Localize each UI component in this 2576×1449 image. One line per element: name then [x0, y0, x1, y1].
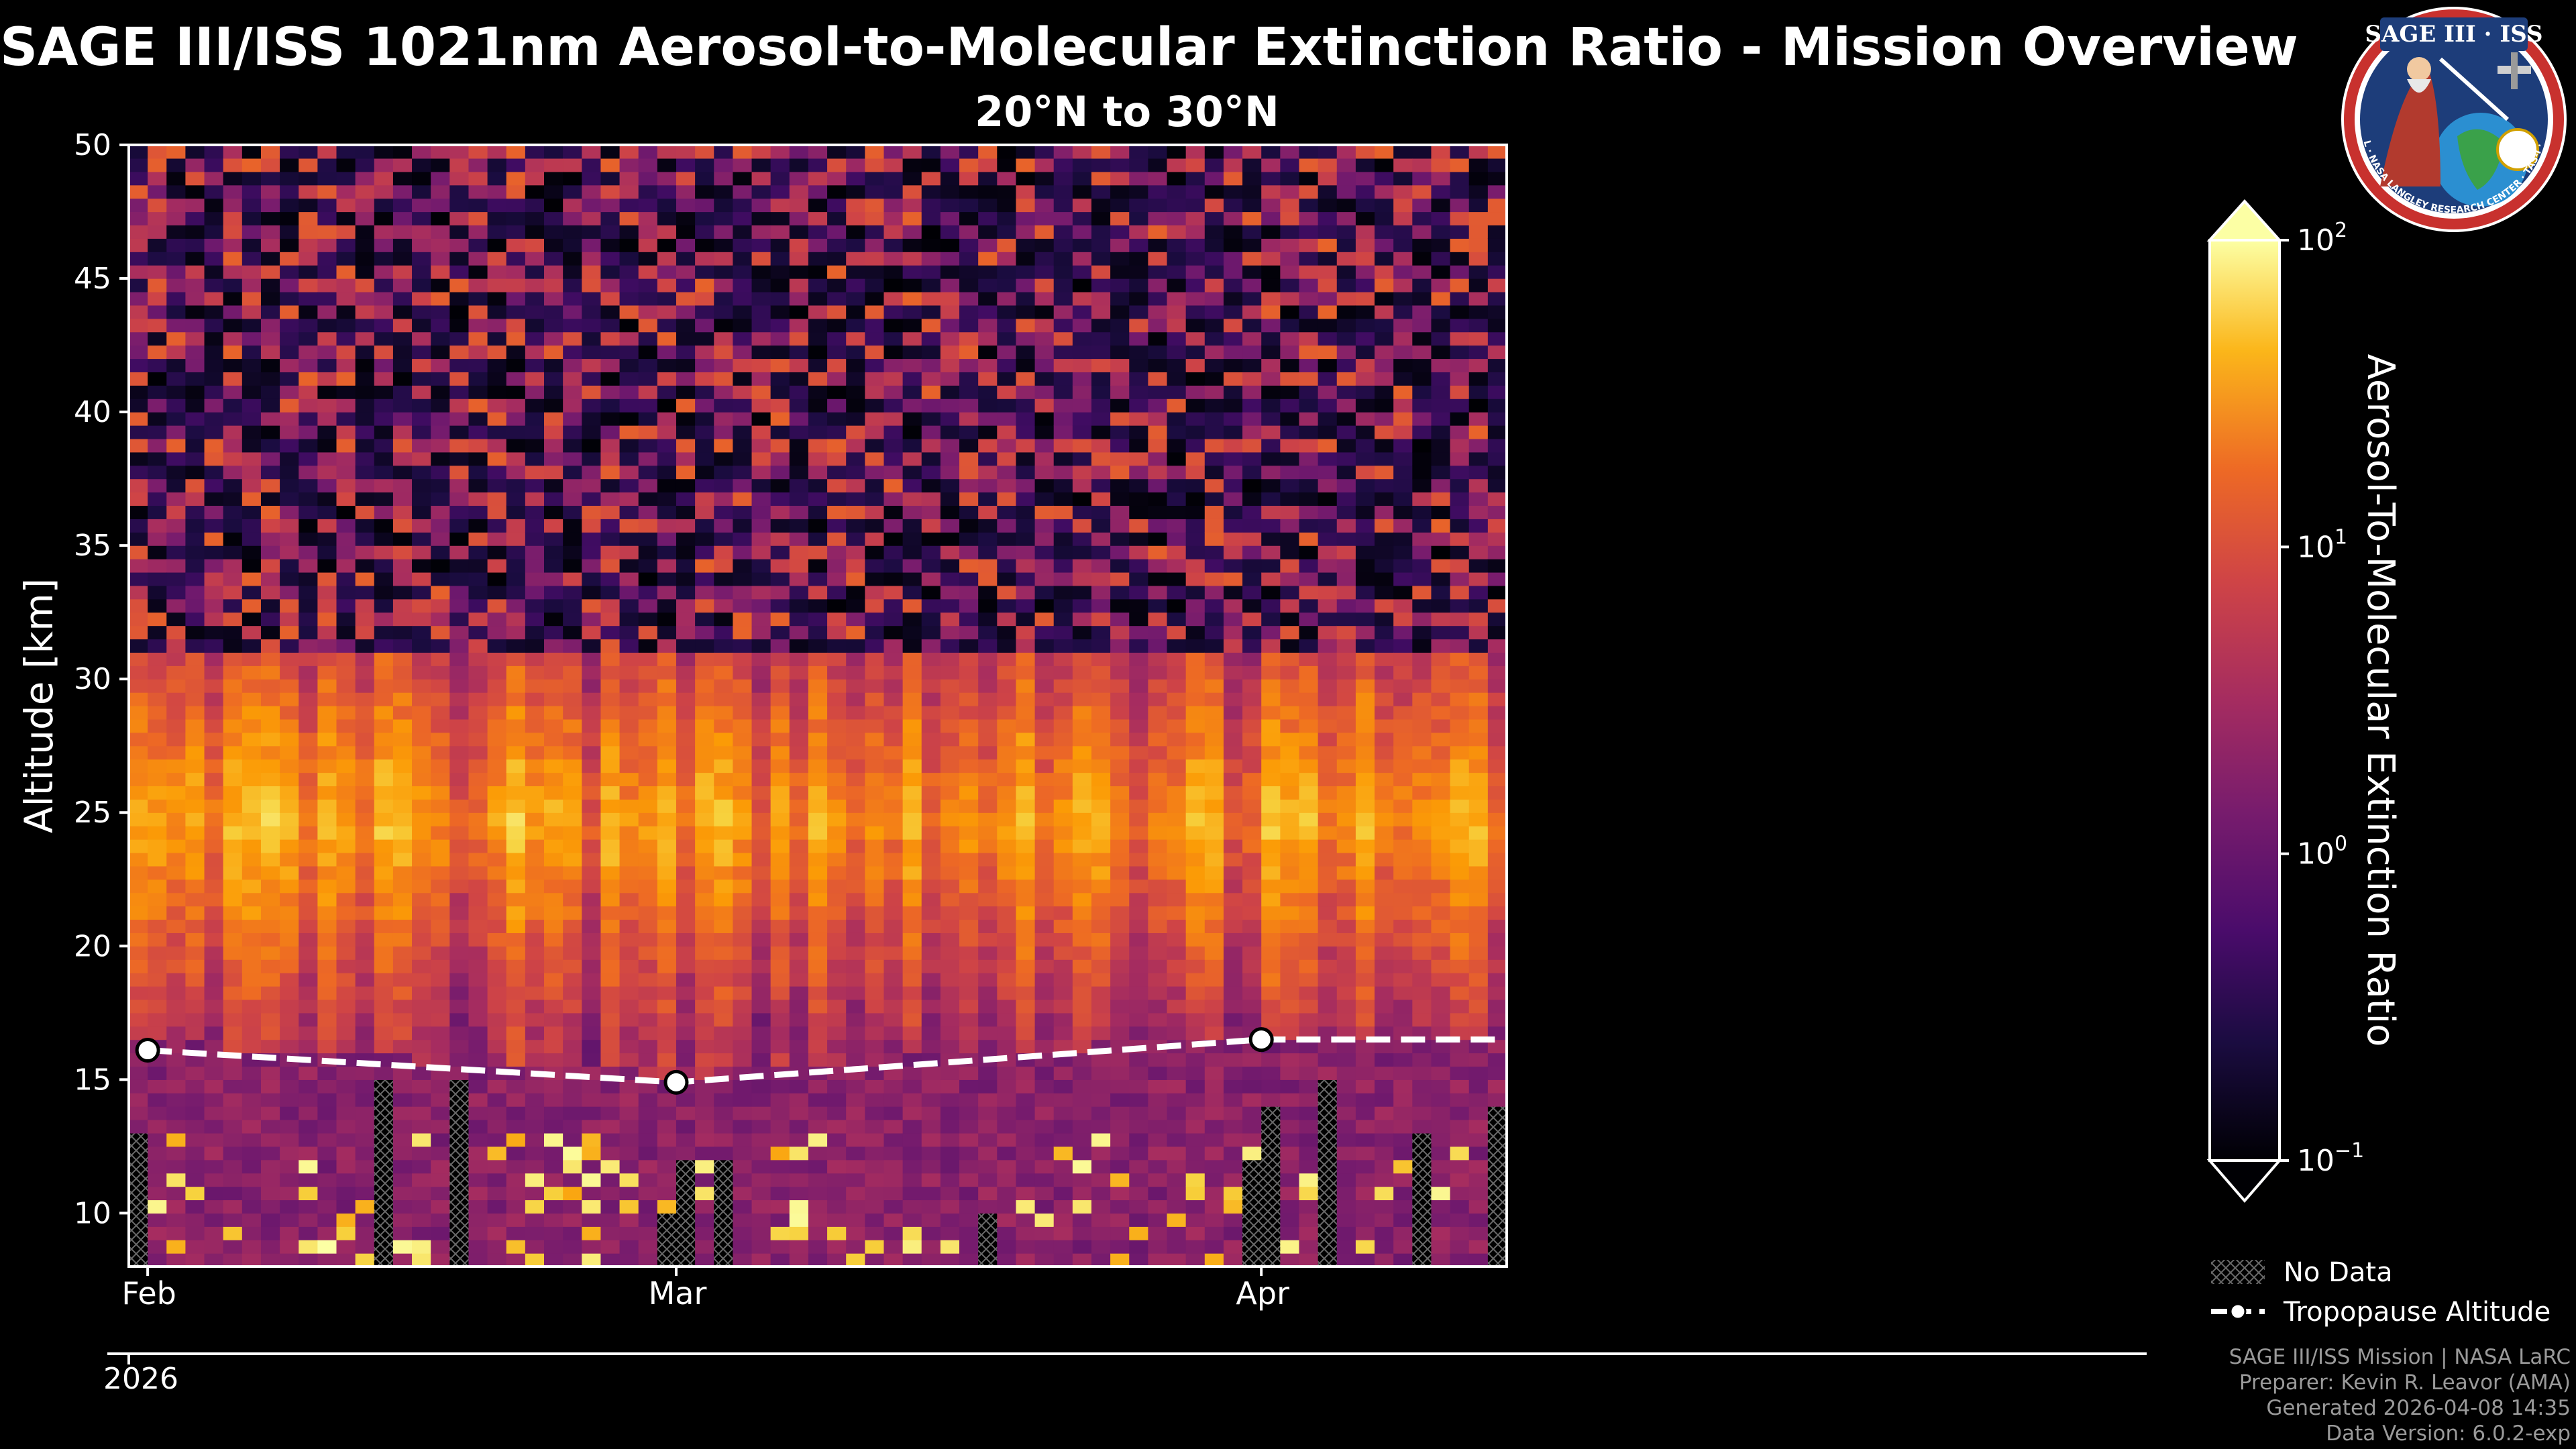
x-tick-label-feb: Feb	[121, 1275, 176, 1311]
year-label: 2026	[103, 1362, 178, 1396]
plot-frame	[127, 144, 1508, 1268]
y-axis: 10 15 20 25 30 35 40 45 50	[74, 128, 129, 1230]
legend-tropopause-label: Tropopause Altitude	[2283, 1297, 2551, 1328]
y-tick-label-40: 40	[74, 395, 111, 429]
colorbar-tick-label-0: 102	[2297, 219, 2347, 258]
legend-tropopause-marker	[2229, 1303, 2247, 1320]
colorbar-tick-label-3: 10−1	[2297, 1139, 2364, 1178]
footer-mission: SAGE III/ISS Mission | NASA LaRC	[2229, 1345, 2571, 1369]
heatmap-cells	[129, 145, 1507, 1267]
chart-subtitle: 20°N to 30°N	[975, 87, 1279, 136]
x-axis: Feb Mar Apr	[121, 1267, 1289, 1311]
tropopause-path	[147, 1036, 1507, 1085]
legend: No Data Tropopause Altitude	[2211, 1257, 2551, 1328]
footer-version: Data Version: 6.0.2-exp	[2326, 1421, 2571, 1446]
logo-text: SAGE III · ISS	[2365, 21, 2542, 48]
colorbar	[2206, 199, 2283, 1203]
chart-title: SAGE III/ISS 1021nm Aerosol-to-Molecular…	[0, 17, 2298, 78]
colorbar-extend-max	[2206, 199, 2283, 241]
y-axis-label: Altitude [km]	[16, 578, 62, 833]
legend-no-data-swatch	[2211, 1260, 2265, 1284]
x-tick-label-mar: Mar	[649, 1275, 707, 1311]
footer-generated: Generated 2026-04-08 14:35	[2266, 1396, 2571, 1420]
sage-iii-iss-logo: SAGE III · ISS BALL · NASA LANGLEY RESEA…	[2340, 5, 2567, 232]
tropopause-point-2	[1248, 1027, 1274, 1053]
legend-no-data-label: No Data	[2284, 1257, 2393, 1288]
y-tick-label-25: 25	[74, 796, 111, 830]
tropopause-line	[135, 1027, 1507, 1095]
y-tick-label-35: 35	[74, 529, 111, 563]
colorbar-gradient	[2210, 240, 2279, 1161]
colorbar-tick-label-2: 100	[2297, 833, 2347, 871]
footer-preparer: Preparer: Kevin R. Leavor (AMA)	[2239, 1371, 2571, 1395]
y-tick-label-15: 15	[74, 1063, 111, 1097]
footer-credits: SAGE III/ISS Mission | NASA LaRC Prepare…	[2229, 1344, 2571, 1446]
y-tick-label-45: 45	[74, 262, 111, 296]
y-tick-label-30: 30	[74, 662, 111, 696]
y-tick-label-20: 20	[74, 929, 111, 963]
y-tick-label-10: 10	[74, 1196, 111, 1230]
colorbar-label: Aerosol-To-Molecular Extinction Ratio	[2359, 354, 2402, 1047]
colorbar-extend-min	[2206, 1159, 2283, 1203]
tropopause-point-0	[135, 1038, 160, 1063]
tropopause-point-1	[663, 1069, 689, 1095]
y-tick-label-50: 50	[74, 128, 111, 162]
x-tick-label-apr: Apr	[1236, 1275, 1289, 1311]
colorbar-frame	[2208, 239, 2281, 1162]
colorbar-tick-label-1: 101	[2297, 525, 2347, 564]
colorbar-ticks: 102 101 100 10−1	[2279, 219, 2364, 1178]
